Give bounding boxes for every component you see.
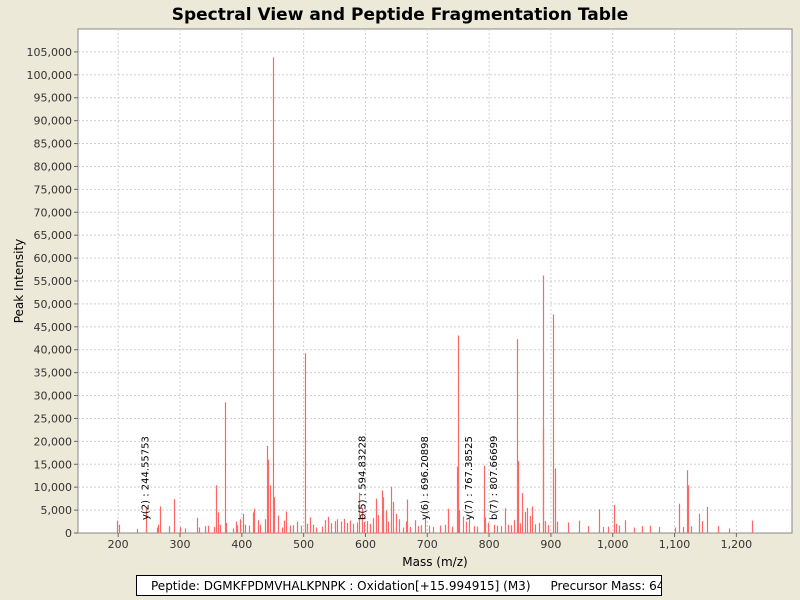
y-tick-label: 85,000 — [34, 138, 73, 151]
fragment-annotation: y(6) : 696.20898 — [420, 436, 431, 520]
y-tick-label: 40,000 — [34, 344, 73, 357]
y-tick-label: 35,000 — [34, 367, 73, 380]
y-tick-label: 0 — [65, 527, 72, 540]
y-tick-label: 50,000 — [34, 298, 73, 311]
y-tick-label: 75,000 — [34, 183, 73, 196]
y-tick-label: 95,000 — [34, 92, 73, 105]
fragment-annotation: b(5) : 594.83228 — [357, 436, 368, 520]
x-tick-label: 1,000 — [597, 538, 629, 551]
annotation-layer: y(2) : 244.55753 b(5) : 594.83228 y(6) : 6… — [141, 436, 500, 520]
fragment-annotation: b(7) : 807.66699 — [489, 436, 500, 520]
y-axis-label: Peak Intensity — [12, 239, 26, 324]
y-tick-label: 15,000 — [34, 458, 73, 471]
y-tick-label: 105,000 — [27, 46, 73, 59]
y-tick-label: 55,000 — [34, 275, 73, 288]
x-tick-label: 700 — [417, 538, 438, 551]
x-tick-label: 400 — [231, 538, 252, 551]
y-tick-label: 90,000 — [34, 115, 73, 128]
y-axis: 0 5,000 10,000 15,000 20,000 25,000 30,000 35,0… — [27, 46, 78, 540]
y-tick-label: 25,000 — [34, 412, 73, 425]
fragment-annotation: y(2) : 244.55753 — [141, 436, 152, 520]
y-tick-label: 20,000 — [34, 435, 73, 448]
x-tick-label: 200 — [108, 538, 129, 551]
y-tick-label: 100,000 — [27, 69, 73, 82]
y-tick-label: 60,000 — [34, 252, 73, 265]
x-tick-label: 1,100 — [659, 538, 691, 551]
y-tick-label: 65,000 — [34, 229, 73, 242]
x-axis-label: Mass (m/z) — [402, 555, 467, 569]
x-tick-label: 900 — [540, 538, 561, 551]
y-tick-label: 80,000 — [34, 160, 73, 173]
legend-peptide: Peptide: DGMKFPDMVHALKPNPK : Oxidation[+… — [151, 578, 531, 593]
fragment-annotation: y(7) : 767.38525 — [464, 436, 475, 520]
x-tick-label: 500 — [293, 538, 314, 551]
y-tick-label: 45,000 — [34, 321, 73, 334]
chart-title: Spectral View and Peptide Fragmentation … — [172, 5, 629, 25]
x-axis: 200 300 400 500 600 700 800 900 1,000 1,100 1,200 — [108, 533, 752, 551]
x-tick-label: 1,200 — [721, 538, 753, 551]
y-tick-label: 5,000 — [41, 504, 73, 517]
y-tick-label: 70,000 — [34, 206, 73, 219]
legend-precursor: Precursor Mass: 648.7224 — [550, 578, 662, 593]
grid-layer — [78, 29, 792, 533]
legend: Peptide: DGMKFPDMVHALKPNPK : Oxidation[+… — [136, 575, 662, 596]
peak-layer — [116, 57, 754, 533]
x-tick-label: 800 — [479, 538, 500, 551]
x-tick-label: 300 — [170, 538, 191, 551]
y-tick-label: 30,000 — [34, 390, 73, 403]
x-tick-label: 600 — [355, 538, 376, 551]
y-tick-label: 10,000 — [34, 481, 73, 494]
